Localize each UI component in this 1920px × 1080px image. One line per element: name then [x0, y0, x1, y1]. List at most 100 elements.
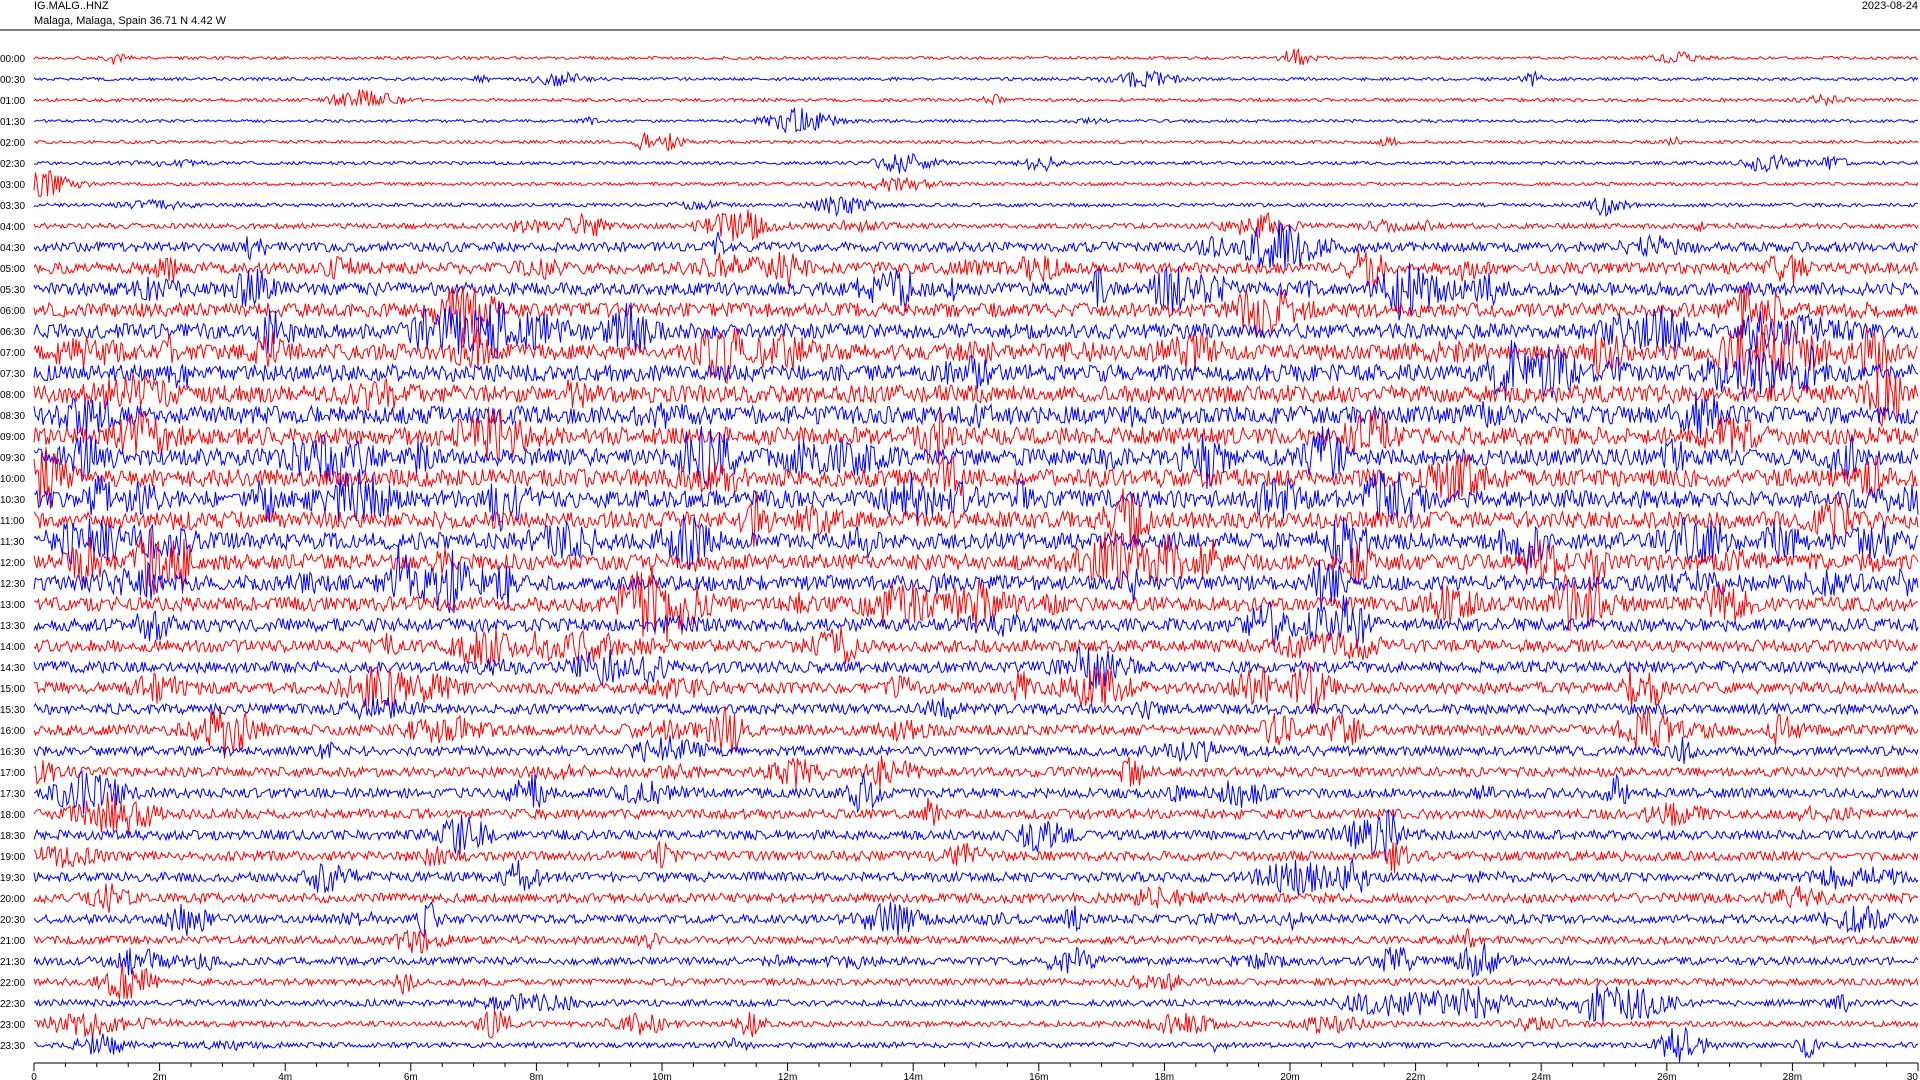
row-label: 02:00	[0, 138, 25, 149]
trace-line	[33, 857, 1919, 896]
trace-line	[33, 514, 1919, 571]
x-axis: 0 2m 4m 6m 8m 10m 12m 14m 16m 18m 20m 22m 24m 26m 28m 3…	[31, 1062, 1919, 1080]
trace-line	[33, 962, 1919, 1000]
row-label: 13:00	[0, 600, 25, 611]
trace-line	[33, 469, 1919, 533]
row-label: 15:30	[0, 705, 25, 716]
trace-line	[33, 220, 1919, 269]
x-tick-label: 30	[1907, 1072, 1919, 1080]
row-label: 04:00	[0, 222, 25, 233]
trace-line	[33, 132, 1919, 152]
row-label: 20:00	[0, 894, 25, 905]
row-label: 08:00	[0, 390, 25, 401]
x-tick-label: 16m	[1029, 1072, 1048, 1080]
trace-line	[33, 1026, 1919, 1063]
trace-line	[33, 706, 1919, 759]
trace-line	[33, 170, 1919, 198]
trace-line	[33, 89, 1919, 107]
row-label: 04:30	[0, 243, 25, 254]
trace-line	[33, 323, 1919, 385]
trace-line	[33, 927, 1919, 954]
row-time-labels: 00:00 00:30 01:00 01:30 02:00 02:30 03:00 03:30…	[0, 54, 25, 1052]
x-tick-label: 20m	[1280, 1072, 1299, 1080]
x-tick-label: 18m	[1155, 1072, 1174, 1080]
x-tick-label: 0	[31, 1072, 37, 1080]
row-label: 10:00	[0, 474, 25, 485]
row-label: 17:00	[0, 768, 25, 779]
trace-line	[33, 791, 1919, 835]
row-label: 17:30	[0, 789, 25, 800]
row-label: 12:30	[0, 579, 25, 590]
x-tick-label: 8m	[529, 1072, 543, 1080]
row-label: 11:00	[0, 516, 25, 527]
trace-line	[33, 70, 1919, 89]
trace-line	[33, 696, 1919, 721]
trace-line	[33, 901, 1919, 939]
row-label: 02:30	[0, 159, 25, 170]
x-tick-label: 4m	[278, 1072, 292, 1080]
row-label: 15:00	[0, 684, 25, 695]
trace-line	[33, 942, 1919, 978]
trace-line	[33, 984, 1919, 1023]
trace-line	[33, 262, 1919, 321]
row-label: 10:30	[0, 495, 25, 506]
trace-line	[33, 646, 1919, 690]
trace-line	[33, 196, 1919, 218]
trace-line	[33, 883, 1919, 913]
trace-line	[33, 391, 1919, 439]
trace-line	[33, 755, 1919, 789]
trace-line	[33, 543, 1919, 614]
trace-line	[33, 107, 1919, 133]
x-tick-label: 28m	[1783, 1072, 1802, 1080]
row-label: 00:00	[0, 54, 25, 65]
x-tick-label: 24m	[1531, 1072, 1550, 1080]
row-label: 09:30	[0, 453, 25, 464]
x-tick-label: 2m	[153, 1072, 167, 1080]
row-label: 20:30	[0, 915, 25, 926]
row-label: 22:00	[0, 978, 25, 989]
trace-line	[33, 626, 1919, 667]
x-tick-label: 14m	[903, 1072, 922, 1080]
trace-line	[33, 1009, 1919, 1039]
trace-line	[33, 250, 1919, 289]
row-label: 22:30	[0, 999, 25, 1010]
row-label: 18:00	[0, 810, 25, 821]
row-label: 18:30	[0, 831, 25, 842]
row-label: 05:00	[0, 264, 25, 275]
trace-line	[33, 529, 1919, 598]
row-label: 12:00	[0, 558, 25, 569]
row-label: 00:30	[0, 75, 25, 86]
row-label: 06:00	[0, 306, 25, 317]
trace-line	[33, 662, 1919, 714]
record-date: 2023-08-24	[1862, 0, 1918, 12]
x-tick-label: 6m	[404, 1072, 418, 1080]
trace-line	[33, 565, 1919, 643]
row-label: 21:00	[0, 936, 25, 947]
x-tick-label: 22m	[1406, 1072, 1425, 1080]
trace-line	[33, 735, 1919, 765]
row-label: 16:00	[0, 726, 25, 737]
trace-line	[33, 488, 1919, 551]
row-label: 23:00	[0, 1020, 25, 1031]
row-label: 05:30	[0, 285, 25, 296]
station-code: IG.MALG..HNZ	[34, 0, 109, 12]
trace-line	[33, 595, 1919, 649]
row-label: 23:30	[0, 1041, 25, 1052]
row-label: 08:30	[0, 411, 25, 422]
trace-line	[33, 302, 1919, 359]
row-label: 19:00	[0, 852, 25, 863]
trace-line	[33, 808, 1919, 861]
station-location: Malaga, Malaga, Spain 36.71 N 4.42 W	[34, 15, 227, 27]
x-tick-label: 26m	[1657, 1072, 1676, 1080]
trace-line	[33, 285, 1919, 337]
x-tick-label: 10m	[652, 1072, 671, 1080]
row-label: 16:30	[0, 747, 25, 758]
trace-line	[33, 407, 1919, 465]
trace-line	[33, 340, 1918, 402]
row-label: 13:30	[0, 621, 25, 632]
row-label: 03:00	[0, 180, 25, 191]
trace-line	[33, 48, 1919, 66]
row-label: 06:30	[0, 327, 25, 338]
row-label: 21:30	[0, 957, 25, 968]
row-label: 01:00	[0, 96, 25, 107]
